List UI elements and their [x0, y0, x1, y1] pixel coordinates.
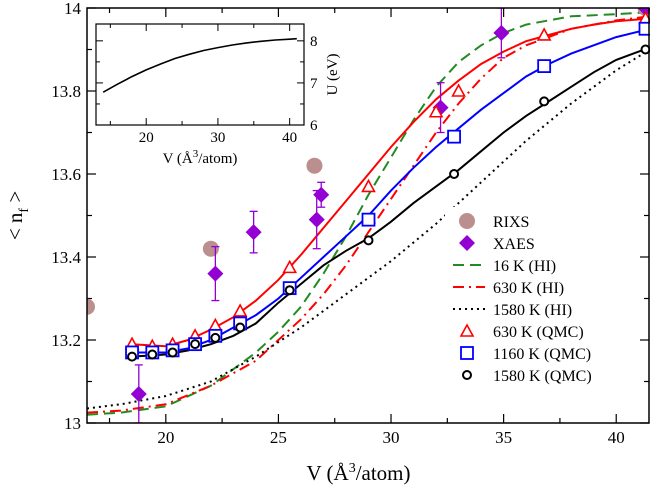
inset-curve-group	[102, 37, 297, 93]
legend-label-rixs: RIXS	[493, 214, 529, 231]
data-point-1580-k-qmc	[167, 347, 178, 358]
legend-label-1580-k-hi: 1580 K (HI)	[493, 302, 572, 319]
legend-label-630-k-hi: 630 K (HI)	[493, 280, 564, 297]
data-point-630-k-qmc	[282, 259, 298, 274]
data-point-630-k-qmc	[536, 27, 552, 41]
data-point-1580-k-qmc	[363, 235, 374, 246]
inset-y-axis-label: U (eV)	[325, 53, 341, 95]
main-plot-frame	[86, 7, 650, 424]
y-tick-label: 13.8	[51, 82, 81, 101]
data-point-1580-k-qmc	[235, 322, 246, 333]
inset-x-axis-label: V (Å3/atom)	[163, 148, 238, 167]
inset-curve	[102, 37, 297, 93]
inset-y-tick-label: 8	[310, 34, 318, 50]
data-point-xaes	[313, 186, 330, 203]
x-tick-label: 35	[495, 428, 512, 447]
data-point-630-k-qmc	[451, 83, 466, 97]
inset-panel: 20 30 40 6 7 8 V (Å3/atom) U (eV)	[95, 23, 341, 167]
data-point-xaes	[130, 385, 147, 402]
y-tick-label: 13.4	[51, 248, 81, 267]
data-point-1580-k-qmc	[539, 96, 550, 107]
inset-x-tick-label: 20	[139, 130, 154, 146]
x-tick-label: 40	[608, 428, 625, 447]
data-point-xaes	[308, 211, 325, 228]
y-tick-label: 14	[64, 0, 82, 18]
x-tick-label: 20	[157, 428, 174, 447]
data-point-630-k-qmc	[361, 178, 376, 193]
data-point-1160-k-qmc	[361, 212, 376, 227]
legend-swatch-1580-k-qmc	[462, 370, 472, 380]
data-point-rixs	[202, 240, 219, 257]
legend-label-xaes: XAES	[493, 236, 535, 253]
data-point-1580-k-qmc	[284, 285, 295, 296]
legend-label-1580-k-qmc: 1580 K (QMC)	[493, 368, 592, 385]
series-line-16-k-hi	[87, 11, 650, 416]
data-point-1580-k-qmc	[449, 169, 460, 179]
inset-x-tick-label: 40	[282, 130, 297, 146]
data-point-rixs	[87, 298, 95, 315]
data-point-630-k-qmc	[428, 104, 444, 118]
x-axis-label: V (Å3/atom)	[306, 461, 410, 485]
inset-x-tick-label: 30	[210, 130, 225, 146]
x-tick-label: 30	[383, 428, 400, 447]
data-point-1580-k-qmc	[190, 339, 201, 350]
main-plot-markers	[87, 8, 650, 423]
legend-swatch-rixs	[459, 213, 475, 229]
y-tick-label: 13	[64, 414, 81, 433]
legend-swatch-xaes	[459, 235, 475, 251]
data-point-630-k-qmc	[232, 303, 248, 317]
x-tick-label: 25	[270, 428, 287, 447]
series-line-1580-k-qmc	[131, 46, 650, 358]
series-line-1160-k-qmc	[132, 27, 650, 354]
inset-axis-ticks: 20 30 40 6 7 8	[96, 24, 318, 146]
data-point-xaes	[245, 224, 262, 241]
y-tick-label: 13.6	[51, 165, 81, 184]
data-point-rixs	[306, 157, 323, 174]
inset-y-tick-label: 6	[310, 118, 318, 134]
data-point-1580-k-qmc	[147, 349, 158, 360]
inset-background	[96, 24, 304, 125]
data-point-1160-k-qmc	[537, 59, 552, 73]
data-point-xaes	[207, 265, 224, 282]
legend-swatch-630-k-qmc	[459, 323, 475, 337]
legend-label-1160-k-qmc: 1160 K (QMC)	[493, 346, 591, 363]
data-point-xaes	[493, 24, 510, 41]
data-point-1580-k-qmc	[210, 332, 221, 343]
main-axis-ticks: 20 25 30 35 40 13 13.2 13.4 13.6 13.8 14	[51, 0, 649, 447]
legend-background	[445, 207, 638, 393]
series-line-630-k-qmc	[131, 17, 650, 348]
inset-y-tick-label: 7	[310, 76, 318, 92]
legend: RIXS XAES 16 K (HI) 630 K (HI) 1580 K (HI) 63…	[445, 207, 638, 393]
data-point-1160-k-qmc	[447, 129, 461, 144]
inset-frame	[95, 23, 305, 126]
data-point-1160-k-qmc	[638, 21, 650, 36]
legend-label-16-k-hi: 16 K (HI)	[493, 258, 556, 275]
data-point-1580-k-qmc	[127, 351, 138, 362]
main-plot-curves	[87, 11, 650, 416]
y-tick-label: 13.2	[51, 331, 81, 350]
legend-swatch-1160-k-qmc	[460, 346, 474, 360]
y-axis-label: < nf >	[3, 191, 32, 240]
legend-label-630-k-qmc: 630 K (QMC)	[493, 324, 584, 341]
